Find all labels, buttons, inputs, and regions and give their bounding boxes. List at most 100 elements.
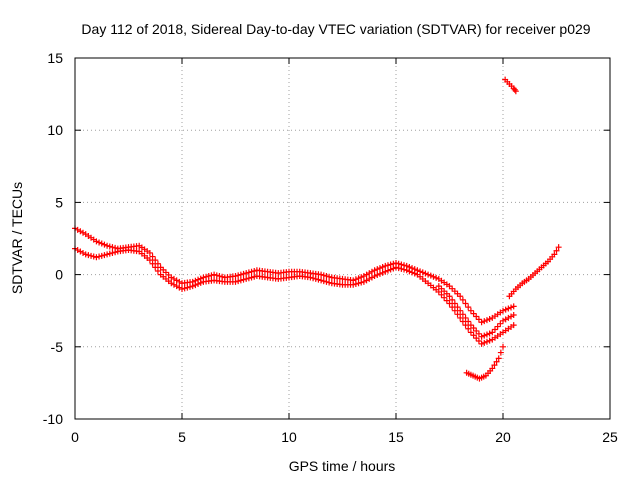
data-point-interp — [245, 275, 252, 282]
data-point — [500, 343, 506, 350]
data-point-interp — [248, 274, 255, 281]
data-point-interp — [379, 269, 386, 276]
plot-frame — [74, 57, 611, 420]
data-point-interp — [459, 311, 466, 318]
data-point-interp — [473, 313, 480, 320]
data-point — [425, 271, 432, 278]
data-point — [104, 242, 111, 249]
data-point — [232, 273, 239, 280]
data-point — [403, 267, 410, 274]
data-point — [446, 300, 453, 307]
data-point-interp — [481, 318, 488, 325]
data-point-interp — [379, 264, 386, 271]
data-point — [93, 238, 100, 245]
data-point-interp — [374, 271, 381, 278]
data-point-interp — [213, 272, 220, 279]
data-point-interp — [459, 318, 466, 325]
data-point-interp — [441, 294, 448, 301]
data-point-interp — [491, 326, 498, 333]
data-point — [510, 303, 517, 310]
data-point-interp — [245, 269, 252, 276]
data-point — [382, 268, 389, 275]
data-point-interp — [451, 300, 458, 307]
data-point-interp — [235, 278, 242, 285]
data-point-interp — [149, 253, 156, 260]
y-axis-label: SDTVAR / TECUs — [9, 182, 25, 294]
chart-title: Day 112 of 2018, Sidereal Day-to-day VTE… — [81, 21, 590, 37]
data-point-interp — [310, 275, 317, 282]
data-point — [510, 322, 517, 329]
data-point — [104, 251, 111, 258]
x-axis-label: GPS time / hours — [289, 458, 396, 474]
data-point-interp — [449, 296, 456, 303]
data-point-interp — [462, 322, 469, 329]
data-point-interp — [195, 280, 202, 287]
data-point-interp — [475, 316, 482, 323]
data-point-interp — [483, 338, 490, 345]
data-point-interp — [465, 318, 472, 325]
y-tick-label: 0 — [55, 267, 63, 283]
data-point-interp — [323, 273, 330, 280]
data-point-interp — [96, 253, 103, 260]
x-tick-label: 5 — [178, 429, 186, 445]
data-point — [307, 274, 314, 281]
data-point-interp — [387, 261, 394, 268]
data-point — [232, 278, 239, 285]
data-point-interp — [454, 304, 461, 311]
data-point-interp — [427, 272, 434, 279]
data-point — [457, 293, 464, 300]
data-point-interp — [502, 306, 509, 313]
data-point-interp — [481, 339, 488, 346]
data-point-interp — [152, 264, 159, 271]
data-point-interp — [553, 247, 560, 254]
data-point-interp — [459, 296, 466, 303]
data-point — [350, 281, 357, 288]
data-point — [93, 254, 100, 261]
axis-ticks — [74, 57, 611, 420]
y-tick-label: -5 — [51, 339, 64, 355]
data-point-interp — [486, 330, 493, 337]
data-point-interp — [320, 278, 327, 285]
data-point-interp — [411, 270, 418, 277]
x-tick-label: 0 — [71, 429, 79, 445]
data-point-interp — [315, 276, 322, 283]
data-point-interp — [508, 304, 515, 311]
data-point-interp — [491, 362, 498, 369]
data-point-interp — [106, 243, 113, 250]
data-point-interp — [237, 277, 244, 284]
data-point — [146, 249, 153, 256]
data-point-interp — [326, 279, 333, 286]
data-point-interp — [462, 300, 469, 307]
data-point-interp — [208, 272, 215, 279]
data-point-interp — [205, 273, 212, 280]
data-point — [551, 251, 558, 258]
data-point — [457, 314, 464, 321]
data-point-interp — [187, 283, 194, 290]
data-point-interp — [251, 273, 258, 280]
data-point-interp — [406, 268, 413, 275]
data-point — [382, 262, 389, 269]
data-point-interp — [192, 282, 199, 289]
data-point-interp — [197, 279, 204, 286]
data-point-interp — [101, 241, 108, 248]
y-tick-label: 10 — [47, 122, 63, 138]
data-point — [243, 275, 250, 282]
data-point — [467, 322, 474, 329]
data-point-interp — [90, 253, 97, 260]
data-point-interp — [505, 305, 512, 312]
data-point-interp — [454, 311, 461, 318]
data-point-interp — [497, 349, 504, 356]
data-point-interp — [248, 268, 255, 275]
data-point — [189, 283, 196, 290]
data-point-interp — [152, 257, 159, 264]
data-point-interp — [398, 265, 405, 272]
data-point-interp — [475, 338, 482, 345]
data-point-interp — [475, 330, 482, 337]
data-points — [72, 76, 562, 382]
data-point-interp — [355, 275, 362, 282]
data-point — [467, 329, 474, 336]
data-point-interp — [88, 252, 95, 259]
data-point-interp — [470, 325, 477, 332]
grid — [75, 58, 610, 419]
